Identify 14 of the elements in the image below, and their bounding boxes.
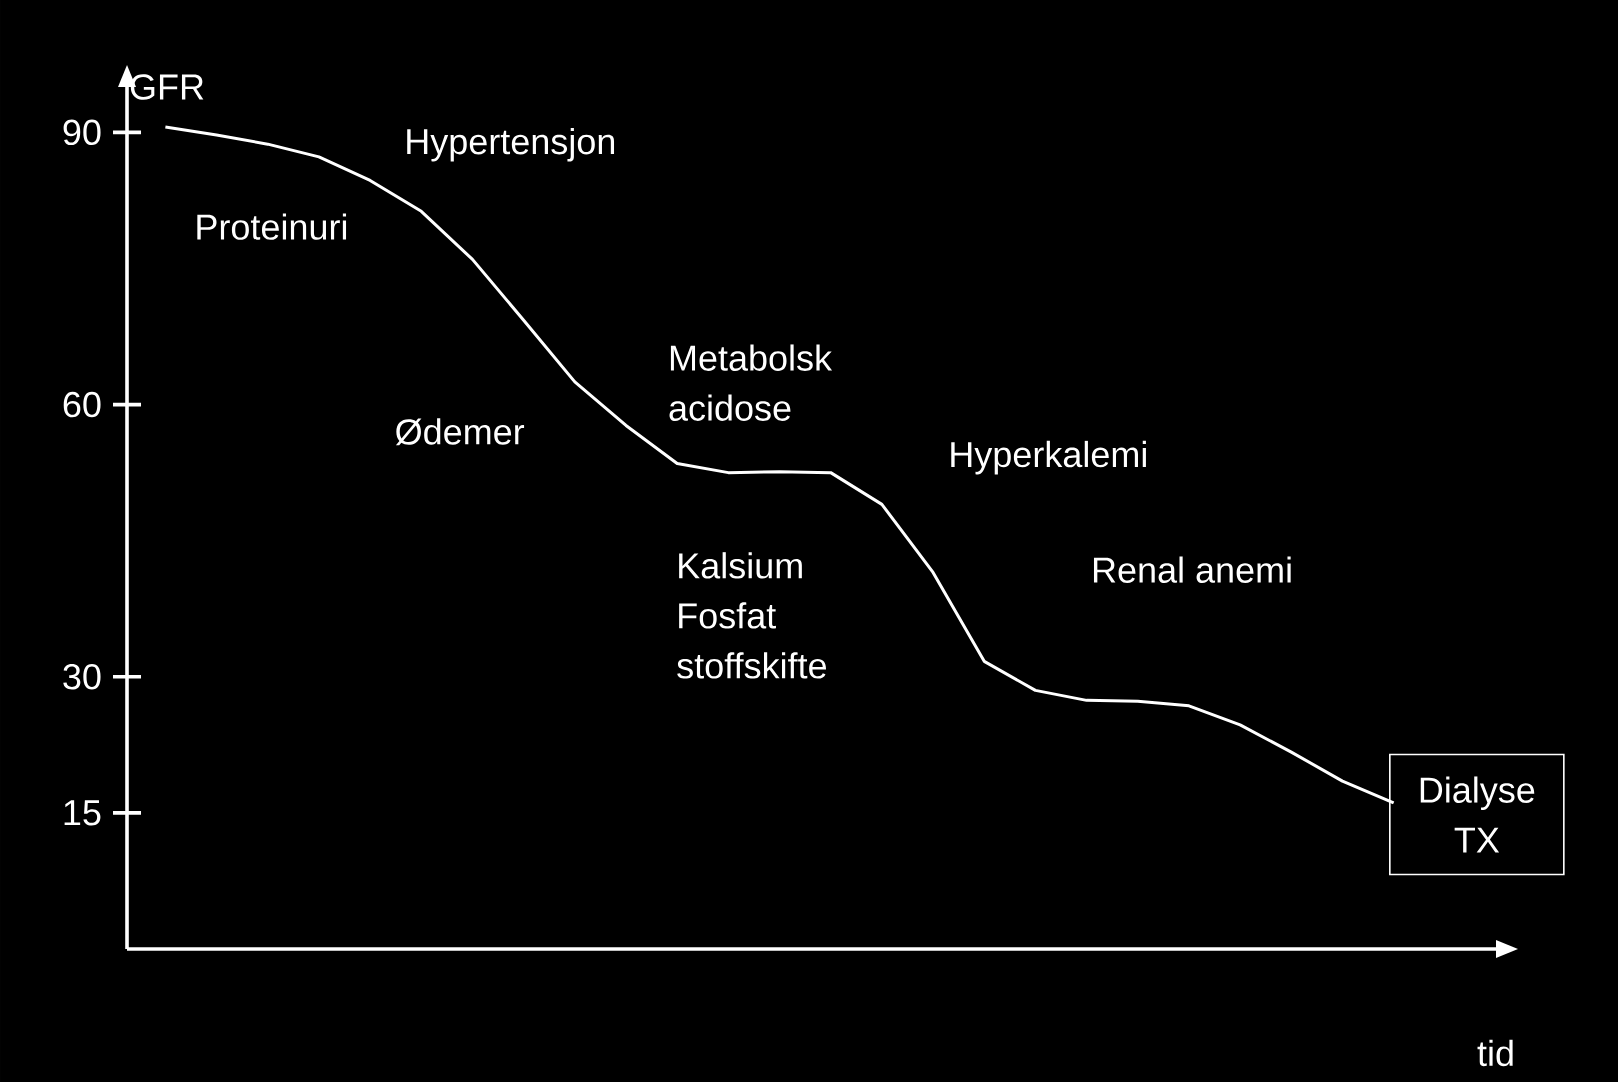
annotation: Hypertensjon xyxy=(407,127,615,162)
y-tick-label: 15 xyxy=(64,800,101,826)
y-axis-title: GFR xyxy=(130,74,204,100)
annotation: Kalsium Fosfat stoffskifte xyxy=(677,552,826,679)
y-tick-label: 90 xyxy=(63,119,101,146)
y-tick-label: 60 xyxy=(63,391,101,418)
annotation: Ødemer xyxy=(395,418,525,446)
annotation: Hyperkalemi xyxy=(951,440,1146,475)
text: Dialyse TX xyxy=(1420,776,1535,853)
annotation: Metabolsk acidose xyxy=(669,344,833,421)
x-axis-title: tid xyxy=(1477,1039,1513,1067)
y-tick-label: 30 xyxy=(63,664,101,690)
annotation: Renal anemi xyxy=(1093,556,1291,583)
annotation: Proteinuri xyxy=(197,213,347,240)
